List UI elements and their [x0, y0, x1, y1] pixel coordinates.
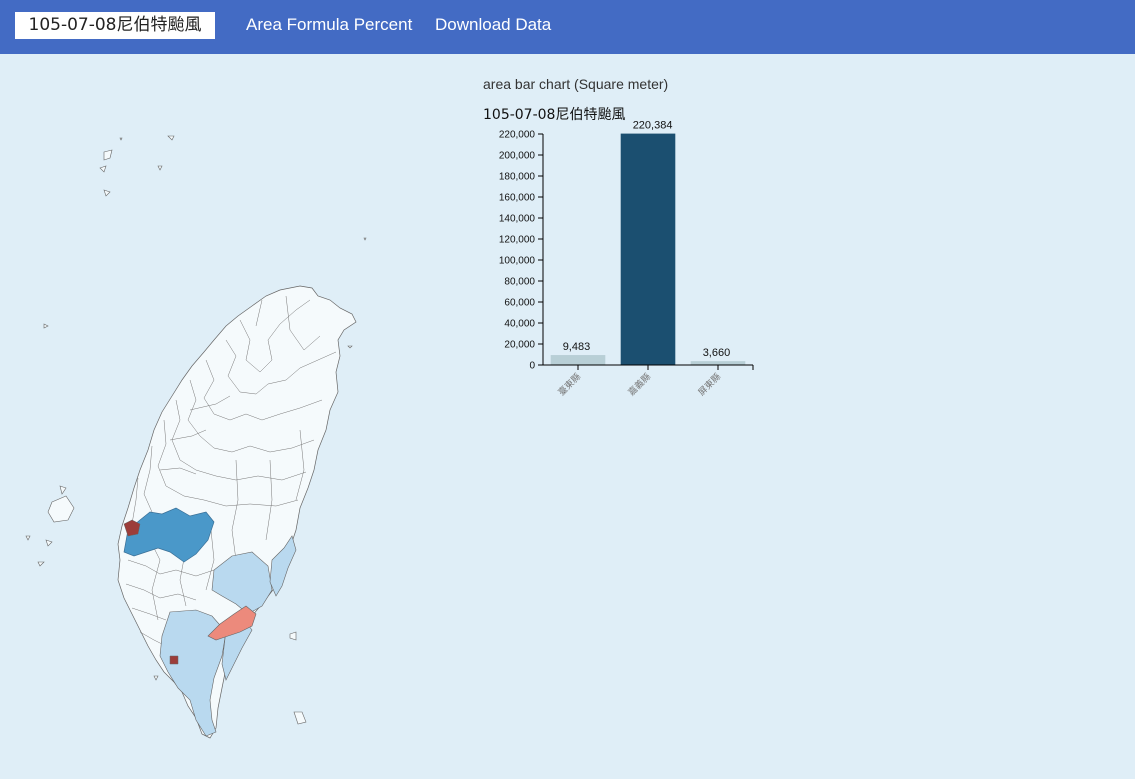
- top-navbar: 105-07-08尼伯特颱風 Area Formula Percent Down…: [0, 0, 1135, 54]
- bar[interactable]: [550, 355, 606, 365]
- taiwan-map-panel: [0, 54, 470, 774]
- y-tick-label: 200,000: [499, 151, 536, 162]
- x-axis: 臺東縣 嘉義縣 屏東縣: [543, 364, 754, 399]
- region-taitung-salmon[interactable]: [207, 605, 257, 641]
- y-tick-label: 220,000: [499, 130, 536, 141]
- y-tick-label: 20,000: [504, 340, 535, 351]
- y-tick-label: 60,000: [504, 298, 535, 309]
- region-dark-red-west[interactable]: [123, 519, 141, 537]
- y-axis: 0 20,000 40,000 60,000 80,000 100,000 120,000 1…: [499, 130, 544, 372]
- area-bar-chart: 105-07-08尼伯特颱風 0 20,000 40,000 60,000 80,000…: [483, 107, 754, 399]
- y-tick-label: 80,000: [504, 277, 535, 288]
- chart-title: 105-07-08尼伯特颱風: [483, 107, 625, 123]
- bars: 9,483 220,384 3,660: [550, 120, 746, 365]
- taiwan-island[interactable]: [117, 285, 357, 739]
- light-blue-regions: [159, 535, 297, 737]
- event-select[interactable]: 105-07-08尼伯特颱風: [15, 12, 215, 39]
- bar-value-label: 3,660: [703, 347, 731, 359]
- y-tick-label: 100,000: [499, 256, 536, 267]
- x-tick-label: 屏東縣: [696, 371, 724, 399]
- x-tick-label: 嘉義縣: [626, 371, 654, 399]
- region-dark-red-south[interactable]: [169, 655, 179, 665]
- bar-value-label: 9,483: [563, 341, 591, 353]
- y-tick-label: 40,000: [504, 319, 535, 330]
- y-tick-label: 180,000: [499, 172, 536, 183]
- region-taitung-north[interactable]: [269, 535, 297, 597]
- area-formula-percent-link[interactable]: Area Formula Percent: [246, 15, 413, 34]
- dark-blue-region: [123, 507, 215, 563]
- y-tick-label: 160,000: [499, 193, 536, 204]
- taiwan-map: [25, 135, 367, 739]
- y-tick-label: 140,000: [499, 214, 536, 225]
- outlying-islands: [25, 135, 367, 725]
- region-chiayi[interactable]: [123, 507, 215, 563]
- y-tick-label: 120,000: [499, 235, 536, 246]
- bar[interactable]: [620, 133, 676, 365]
- x-tick-label: 臺東縣: [556, 371, 584, 399]
- download-data-link[interactable]: Download Data: [435, 15, 552, 34]
- bar[interactable]: [690, 361, 746, 365]
- y-tick-label: 0: [529, 361, 535, 372]
- township-borders: [125, 295, 337, 647]
- chart-heading: area bar chart (Square meter): [483, 76, 669, 92]
- bar-value-label: 220,384: [633, 120, 673, 132]
